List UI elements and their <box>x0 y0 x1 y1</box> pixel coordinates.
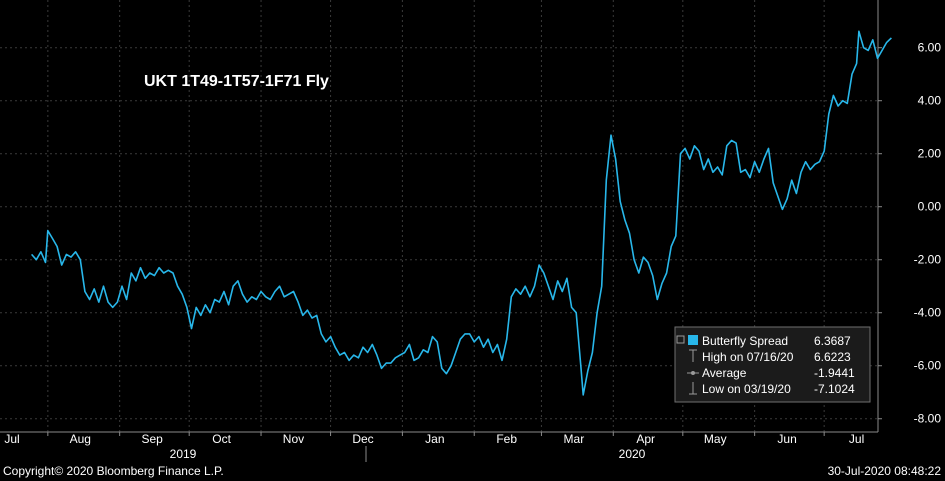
y-tick-label: 2.00 <box>918 147 942 161</box>
average-marker-icon <box>687 371 699 375</box>
y-ticks: 6.00 4.00 2.00 0.00 -2.00 -4.00 -6.00 -8.00 <box>878 41 941 426</box>
legend-label-high: High on 07/16/20 <box>702 350 794 364</box>
legend-value-low: -7.1024 <box>814 382 855 396</box>
legend-box <box>674 326 871 403</box>
x-tick-label: Aug <box>70 432 91 446</box>
legend: Butterfly Spread 6.3687 High on 07/16/20… <box>674 326 871 403</box>
legend-swatch-square-icon <box>688 335 698 345</box>
timestamp-text: 30-Jul-2020 08:48:22 <box>827 464 941 478</box>
y-tick-label: 6.00 <box>918 41 942 55</box>
x-ticks: Jul Aug Sep Oct Nov Dec Jan Feb Mar Apr May Jun Jul <box>4 432 864 446</box>
x-tick-label: Jul <box>849 432 864 446</box>
x-tick-label: Sep <box>141 432 163 446</box>
legend-label-average: Average <box>702 366 747 380</box>
legend-label-low: Low on 03/19/20 <box>702 382 791 396</box>
legend-value-high: 6.6223 <box>814 350 851 364</box>
x-tick-label: Mar <box>564 432 585 446</box>
chart-title: UKT 1T49-1T57-1F71 Fly <box>144 73 329 90</box>
y-tick-label: -2.00 <box>914 253 942 267</box>
y-tick-label: 0.00 <box>918 200 942 214</box>
x-tick-label: Jan <box>425 432 444 446</box>
high-marker-icon <box>689 349 697 362</box>
legend-value-butterfly-spread: 6.3687 <box>814 334 851 348</box>
y-tick-label: -8.00 <box>914 412 942 426</box>
x-tick-label: Apr <box>636 432 655 446</box>
x-tick-label: Nov <box>283 432 304 446</box>
year-label-2019: 2019 <box>170 447 197 461</box>
x-tick-label: Oct <box>212 432 231 446</box>
x-tick-label: Jul <box>4 432 19 446</box>
year-label-2020: 2020 <box>619 447 646 461</box>
copyright-text: Copyright© 2020 Bloomberg Finance L.P. <box>3 464 224 478</box>
low-marker-icon <box>689 382 697 395</box>
chart: 6.00 4.00 2.00 0.00 -2.00 -4.00 -6.00 -8.00 Jul… <box>0 0 941 462</box>
axes <box>0 0 879 462</box>
y-tick-label: -4.00 <box>914 306 942 320</box>
x-tick-label: Jun <box>777 432 796 446</box>
legend-toggle-icon[interactable] <box>676 335 685 344</box>
series-line-butterfly-spread <box>31 30 892 396</box>
y-tick-label: -6.00 <box>914 359 942 373</box>
legend-label-butterfly-spread: Butterfly Spread <box>702 334 788 348</box>
x-tick-label: May <box>704 432 727 446</box>
x-tick-label: Dec <box>352 432 373 446</box>
legend-value-average: -1.9441 <box>814 366 855 380</box>
y-tick-label: 4.00 <box>918 94 942 108</box>
x-tick-label: Feb <box>496 432 517 446</box>
